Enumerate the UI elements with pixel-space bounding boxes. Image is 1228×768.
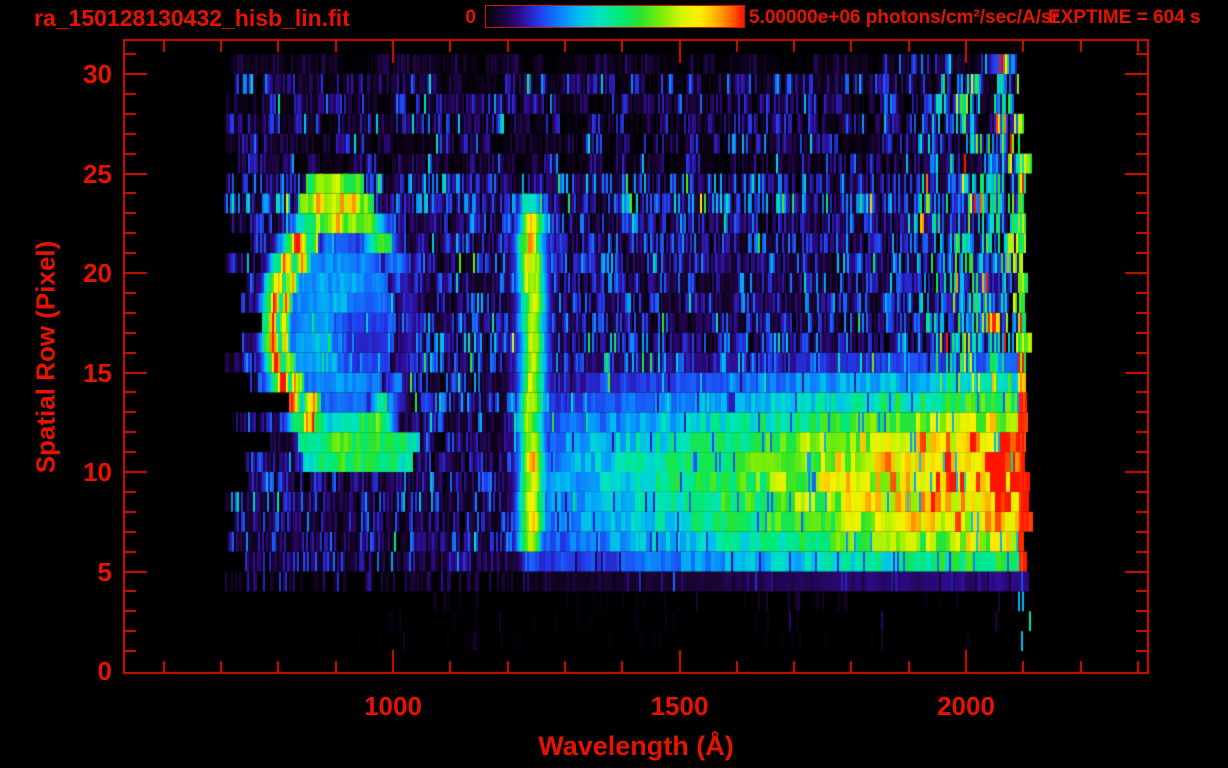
- colorbar: [485, 5, 745, 28]
- y-tick-label: 20: [83, 258, 112, 288]
- file-title: ra_150128130432_hisb_lin.fit: [34, 5, 350, 31]
- x-tick-label: 1500: [650, 691, 709, 721]
- colorbar-gradient: [486, 6, 744, 27]
- x-axis-title: Wavelength (Å): [538, 731, 734, 761]
- exptime-label: EXPTIME = 604 s: [1048, 7, 1201, 28]
- colorbar-units-label: photons/cm²/sec/A/sr: [865, 7, 1059, 28]
- y-tick-label: 10: [83, 457, 112, 487]
- y-tick-label: 15: [83, 357, 112, 388]
- colorbar-max-label: 5.00000e+06 photons/cm²/sec/A/sr: [749, 7, 1059, 29]
- x-tick-label: 1000: [364, 691, 422, 721]
- y-tick-label: 0: [97, 656, 112, 686]
- colorbar-max-value: 5.00000e+06: [749, 7, 861, 28]
- y-tick-label: 30: [83, 59, 112, 89]
- colorbar-min-label: 0: [465, 7, 476, 28]
- y-tick-label: 5: [97, 556, 112, 587]
- y-tick-label: 25: [83, 158, 112, 189]
- x-tick-label: 2000: [937, 691, 995, 721]
- y-axis-title: Spatial Row (Pixel): [30, 240, 61, 474]
